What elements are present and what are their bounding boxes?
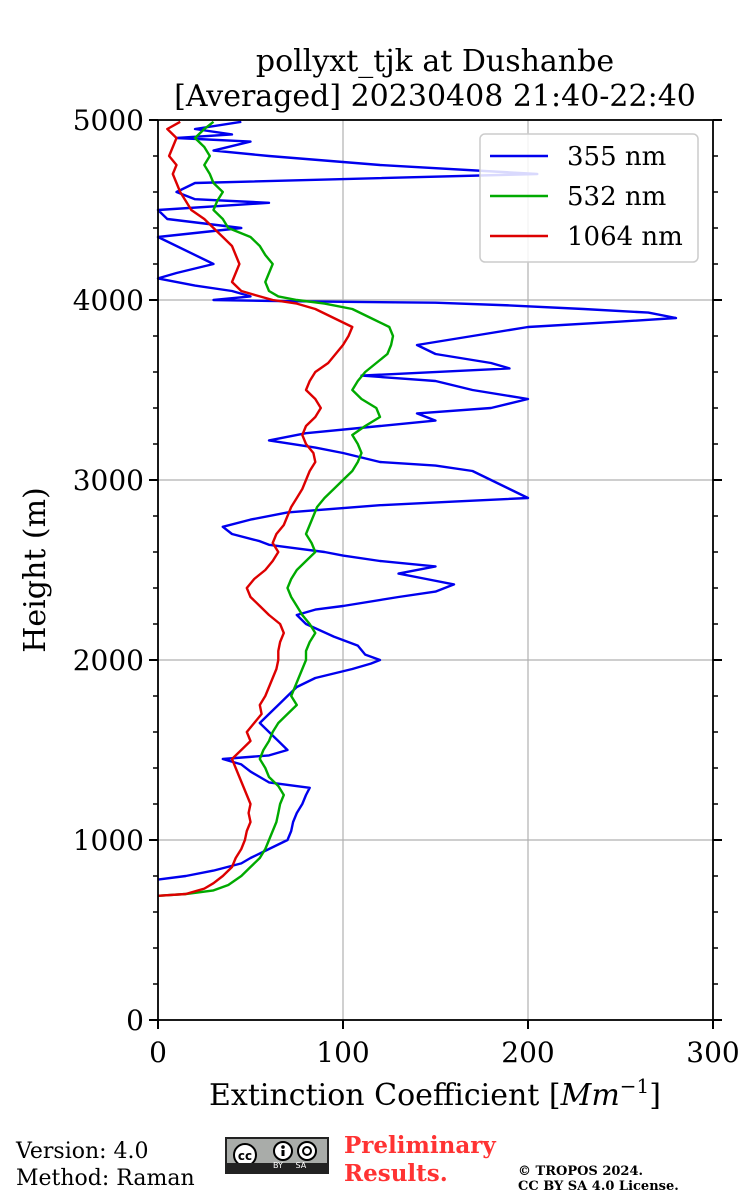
preliminary-line1: Preliminary [344, 1132, 496, 1159]
legend-label: 1064 nm [567, 222, 683, 252]
cc-icon: cc [233, 1141, 317, 1165]
y-tick-label: 3000 [73, 464, 144, 497]
y-axis-label: Height (m) [18, 487, 53, 652]
plot-frame [157, 119, 714, 1021]
preliminary-line2: Results. [344, 1160, 448, 1187]
x-tick-label: 300 [686, 1036, 739, 1069]
x-axis-unit-close: ] [649, 1078, 661, 1113]
svg-text:cc: cc [238, 1149, 252, 1163]
cc-license-badge: cc BY SA [225, 1137, 329, 1174]
y-tick-label: 0 [126, 1004, 144, 1037]
y-tick-label: 4000 [73, 284, 144, 317]
series-lines [156, 120, 678, 897]
sa-icon [297, 1141, 317, 1161]
x-axis-unit-exponent: −1 [620, 1074, 649, 1098]
footer-info: Version: 4.0 Method: Raman [16, 1138, 195, 1192]
axis-ticks [149, 119, 722, 1029]
x-tick-label: 100 [316, 1036, 369, 1069]
x-axis-unit: Mm [560, 1078, 620, 1113]
legend: 355 nm 532 nm 1064 nm [479, 133, 699, 263]
series-line-532-nm [157, 120, 395, 897]
copyright-notice: © TROPOS 2024. CC BY SA 4.0 License. [518, 1164, 679, 1194]
y-tick-label: 5000 [73, 104, 144, 137]
legend-label: 355 nm [567, 142, 666, 172]
y-tick-label: 1000 [73, 824, 144, 857]
copyright-line1: © TROPOS 2024. [518, 1164, 644, 1179]
extinction-profile-chart: pollyxt_tjk at Dushanbe [Averaged] 20230… [18, 44, 740, 1113]
badge-strip: BY SA [227, 1161, 327, 1172]
x-tick-label: 0 [149, 1036, 167, 1069]
chart-title: pollyxt_tjk at Dushanbe [256, 44, 614, 79]
y-tick-label: 2000 [73, 644, 144, 677]
legend-label: 532 nm [567, 182, 666, 212]
chart-subtitle: [Averaged] 20230408 21:40-22:40 [174, 79, 696, 114]
series-line-1064-nm [157, 120, 354, 897]
x-tick-label: 200 [501, 1036, 554, 1069]
copyright-line2: CC BY SA 4.0 License. [518, 1179, 679, 1194]
series-line-355-nm [156, 120, 678, 881]
legend-box [479, 133, 699, 263]
version-text: Version: 4.0 [16, 1139, 149, 1164]
method-text: Method: Raman [16, 1166, 195, 1191]
preliminary-notice: Preliminary Results. [344, 1132, 496, 1188]
badge-text: BY SA [273, 1161, 307, 1170]
x-axis-label: Extinction Coefficient [Mm−1] [209, 1074, 661, 1113]
